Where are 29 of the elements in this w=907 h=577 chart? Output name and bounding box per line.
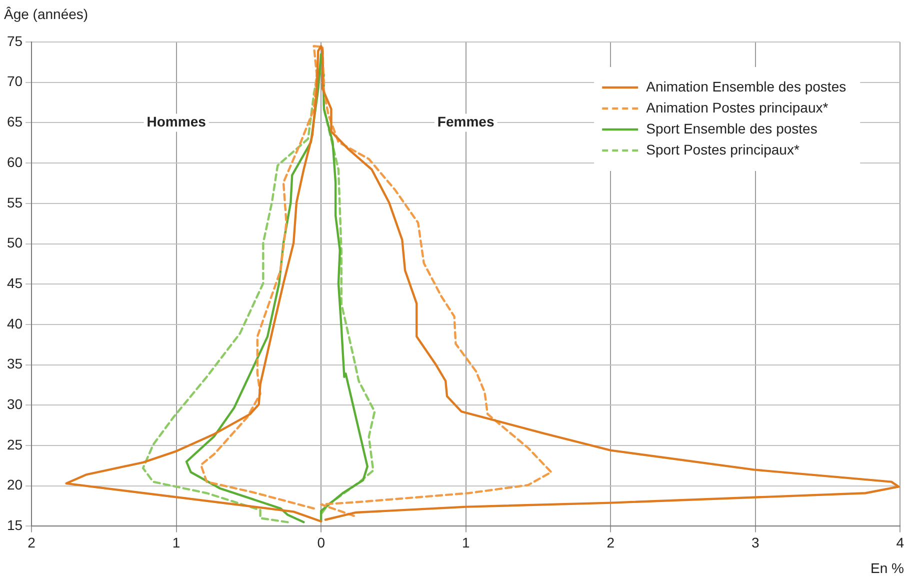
x-tick-label: 3 bbox=[751, 534, 760, 550]
y-tick-label: 55 bbox=[6, 194, 23, 210]
annotation: Femmes bbox=[437, 114, 494, 130]
y-tick-label: 35 bbox=[6, 356, 23, 372]
x-tick-label: 1 bbox=[462, 534, 470, 550]
y-tick-label: 40 bbox=[6, 315, 23, 332]
y-axis-title: Âge (années) bbox=[4, 6, 88, 22]
y-tick-label: 70 bbox=[6, 73, 23, 90]
y-tick-label: 45 bbox=[6, 274, 23, 291]
y-tick-label: 20 bbox=[6, 476, 23, 493]
y-tick-label: 50 bbox=[6, 234, 23, 251]
legend-label: Animation Ensemble des postes bbox=[646, 78, 846, 94]
x-tick-label: 0 bbox=[317, 534, 326, 550]
y-tick-label: 60 bbox=[6, 154, 23, 170]
y-tick-label: 75 bbox=[6, 32, 23, 49]
legend-label: Sport Postes principaux* bbox=[646, 141, 800, 158]
legend-label: Animation Postes principaux* bbox=[646, 99, 829, 116]
x-axis-title: En % bbox=[870, 560, 904, 576]
annotation: Hommes bbox=[146, 114, 206, 130]
y-tick-label: 30 bbox=[6, 396, 23, 412]
y-tick-label: 25 bbox=[6, 436, 23, 452]
y-tick-label: 15 bbox=[6, 517, 23, 534]
x-tick-label: 1 bbox=[172, 534, 180, 550]
x-tick-label: 4 bbox=[896, 534, 904, 550]
x-tick-label: 2 bbox=[606, 534, 615, 550]
line-series bbox=[142, 68, 376, 524]
y-tick-label: 65 bbox=[6, 114, 23, 130]
x-tick-label: 2 bbox=[28, 534, 36, 550]
legend-label: Sport Ensemble des postes bbox=[646, 120, 818, 136]
